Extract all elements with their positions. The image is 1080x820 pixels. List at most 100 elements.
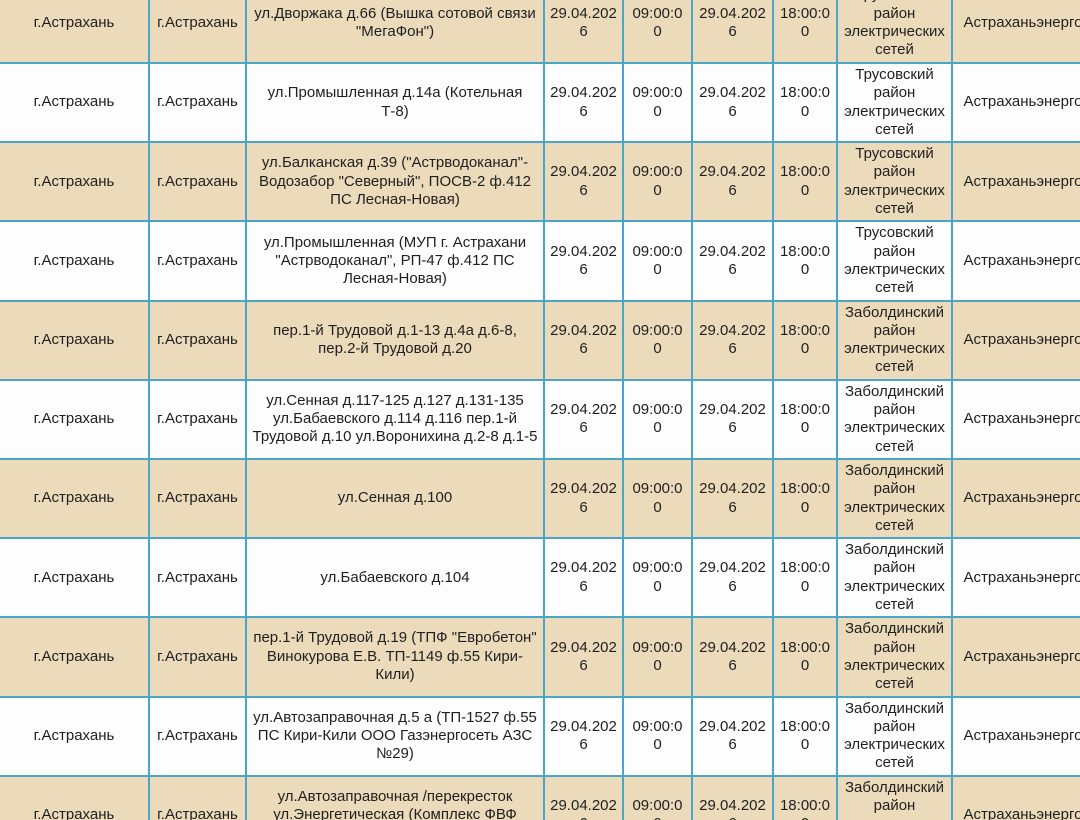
cell-address: ул.Сенная д.100 xyxy=(245,457,545,540)
cell-city: г.Астрахань xyxy=(0,0,150,64)
cell-address: ул.Промышленная д.14а (Котельная Т-8) xyxy=(245,61,545,144)
cell-date_end: 29.04.2026 xyxy=(691,220,774,302)
cell-date_end: 29.04.2026 xyxy=(691,457,774,540)
cell-time_end: 18:00:00 xyxy=(772,695,838,777)
cell-time_start: 09:00:00 xyxy=(622,457,693,540)
cell-date_end: 29.04.2026 xyxy=(691,774,774,820)
cell-district: Трусовский район электрических сетей xyxy=(836,220,953,302)
cell-city: г.Астрахань xyxy=(0,299,150,381)
cell-city: г.Астрахань xyxy=(0,61,150,144)
table-row: г.Астрахань г.Астрахань ул.Дворжака д.66 (… xyxy=(0,0,1080,64)
cell-date_start: 29.04.2026 xyxy=(543,141,624,223)
table-row: г.Астрахань г.Астрахань ул.Сенная д.100 29.… xyxy=(0,457,1080,540)
table-row: г.Астрахань г.Астрахань ул.Автозаправочная… xyxy=(0,774,1080,820)
cell-date_start: 29.04.2026 xyxy=(543,378,624,460)
cell-time_end: 18:00:00 xyxy=(772,61,838,144)
cell-organization: Астраханьэнерго xyxy=(951,774,1080,820)
cell-date_start: 29.04.2026 xyxy=(543,299,624,381)
cell-address: ул.Сенная д.117-125 д.127 д.131-135 ул.Б… xyxy=(245,378,545,460)
cell-date_end: 29.04.2026 xyxy=(691,695,774,777)
cell-city: г.Астрахань xyxy=(0,457,150,540)
cell-district: Заболдинский район электрических сетей xyxy=(836,537,953,619)
cell-organization: Астраханьэнерго xyxy=(951,0,1080,64)
cell-city: г.Астрахань xyxy=(0,378,150,460)
cell-settlement: г.Астрахань xyxy=(148,0,247,64)
cell-date_start: 29.04.2026 xyxy=(543,457,624,540)
cell-time_start: 09:00:00 xyxy=(622,0,693,64)
cell-settlement: г.Астрахань xyxy=(148,61,247,144)
table-row: г.Астрахань г.Астрахань ул.Автозаправочная… xyxy=(0,695,1080,777)
cell-settlement: г.Астрахань xyxy=(148,220,247,302)
cell-date_start: 29.04.2026 xyxy=(543,537,624,619)
cell-time_end: 18:00:00 xyxy=(772,220,838,302)
cell-organization: Астраханьэнерго xyxy=(951,457,1080,540)
cell-settlement: г.Астрахань xyxy=(148,616,247,698)
cell-city: г.Астрахань xyxy=(0,695,150,777)
cell-time_end: 18:00:00 xyxy=(772,299,838,381)
cell-time_end: 18:00:00 xyxy=(772,537,838,619)
cell-district: Трусовский район электрических сетей xyxy=(836,0,953,64)
cell-organization: Астраханьэнерго xyxy=(951,299,1080,381)
cell-date_end: 29.04.2026 xyxy=(691,616,774,698)
table-row: г.Астрахань г.Астрахань ул.Промышленная д.… xyxy=(0,61,1080,144)
cell-date_start: 29.04.2026 xyxy=(543,774,624,820)
cell-time_start: 09:00:00 xyxy=(622,695,693,777)
cell-time_end: 18:00:00 xyxy=(772,774,838,820)
cell-district: Заболдинский район электрических сетей xyxy=(836,695,953,777)
cell-settlement: г.Астрахань xyxy=(148,774,247,820)
table-row: г.Астрахань г.Астрахань ул.Балканская д.39… xyxy=(0,141,1080,223)
cell-address: ул.Автозаправочная д.5 а (ТП-1527 ф.55 П… xyxy=(245,695,545,777)
cell-district: Заболдинский район электрических сетей xyxy=(836,299,953,381)
cell-city: г.Астрахань xyxy=(0,616,150,698)
cell-time_start: 09:00:00 xyxy=(622,616,693,698)
cell-city: г.Астрахань xyxy=(0,220,150,302)
cell-time_start: 09:00:00 xyxy=(622,537,693,619)
cell-district: Заболдинский район электрических сетей xyxy=(836,774,953,820)
cell-address: ул.Балканская д.39 ("Астрводоканал"-Водо… xyxy=(245,141,545,223)
cell-city: г.Астрахань xyxy=(0,774,150,820)
cell-time_start: 09:00:00 xyxy=(622,774,693,820)
cell-date_end: 29.04.2026 xyxy=(691,61,774,144)
cell-time_end: 18:00:00 xyxy=(772,0,838,64)
cell-district: Трусовский район электрических сетей xyxy=(836,61,953,144)
cell-date_end: 29.04.2026 xyxy=(691,378,774,460)
cell-time_end: 18:00:00 xyxy=(772,141,838,223)
cell-date_start: 29.04.2026 xyxy=(543,220,624,302)
cell-date_end: 29.04.2026 xyxy=(691,0,774,64)
cell-time_start: 09:00:00 xyxy=(622,61,693,144)
table-row: г.Астрахань г.Астрахань ул.Промышленная (М… xyxy=(0,220,1080,302)
table-row: г.Астрахань г.Астрахань пер.1-й Трудовой д… xyxy=(0,299,1080,381)
table-row: г.Астрахань г.Астрахань ул.Бабаевского д.1… xyxy=(0,537,1080,619)
cell-time_end: 18:00:00 xyxy=(772,616,838,698)
cell-district: Трусовский район электрических сетей xyxy=(836,141,953,223)
cell-time_start: 09:00:00 xyxy=(622,299,693,381)
cell-organization: Астраханьэнерго xyxy=(951,537,1080,619)
cell-organization: Астраханьэнерго xyxy=(951,141,1080,223)
cell-district: Заболдинский район электрических сетей xyxy=(836,616,953,698)
cell-date_start: 29.04.2026 xyxy=(543,0,624,64)
cell-city: г.Астрахань xyxy=(0,141,150,223)
cell-time_start: 09:00:00 xyxy=(622,220,693,302)
cell-date_start: 29.04.2026 xyxy=(543,61,624,144)
cell-address: ул.Автозаправочная /перекресток ул.Энерг… xyxy=(245,774,545,820)
cell-settlement: г.Астрахань xyxy=(148,299,247,381)
cell-time_end: 18:00:00 xyxy=(772,378,838,460)
cell-time_end: 18:00:00 xyxy=(772,457,838,540)
cell-address: ул.Бабаевского д.104 xyxy=(245,537,545,619)
cell-settlement: г.Астрахань xyxy=(148,457,247,540)
cell-date_start: 29.04.2026 xyxy=(543,695,624,777)
cell-organization: Астраханьэнерго xyxy=(951,616,1080,698)
cell-settlement: г.Астрахань xyxy=(148,141,247,223)
cell-settlement: г.Астрахань xyxy=(148,378,247,460)
cell-organization: Астраханьэнерго xyxy=(951,695,1080,777)
cell-address: ул.Дворжака д.66 (Вышка сотовой связи "М… xyxy=(245,0,545,64)
cell-address: ул.Промышленная (МУП г. Астрахани "Астрв… xyxy=(245,220,545,302)
cell-district: Заболдинский район электрических сетей xyxy=(836,378,953,460)
table-row: г.Астрахань г.Астрахань пер.1-й Трудовой д… xyxy=(0,616,1080,698)
cell-organization: Астраханьэнерго xyxy=(951,61,1080,144)
cell-date_end: 29.04.2026 xyxy=(691,141,774,223)
cell-address: пер.1-й Трудовой д.19 (ТПФ "Евробетон" В… xyxy=(245,616,545,698)
